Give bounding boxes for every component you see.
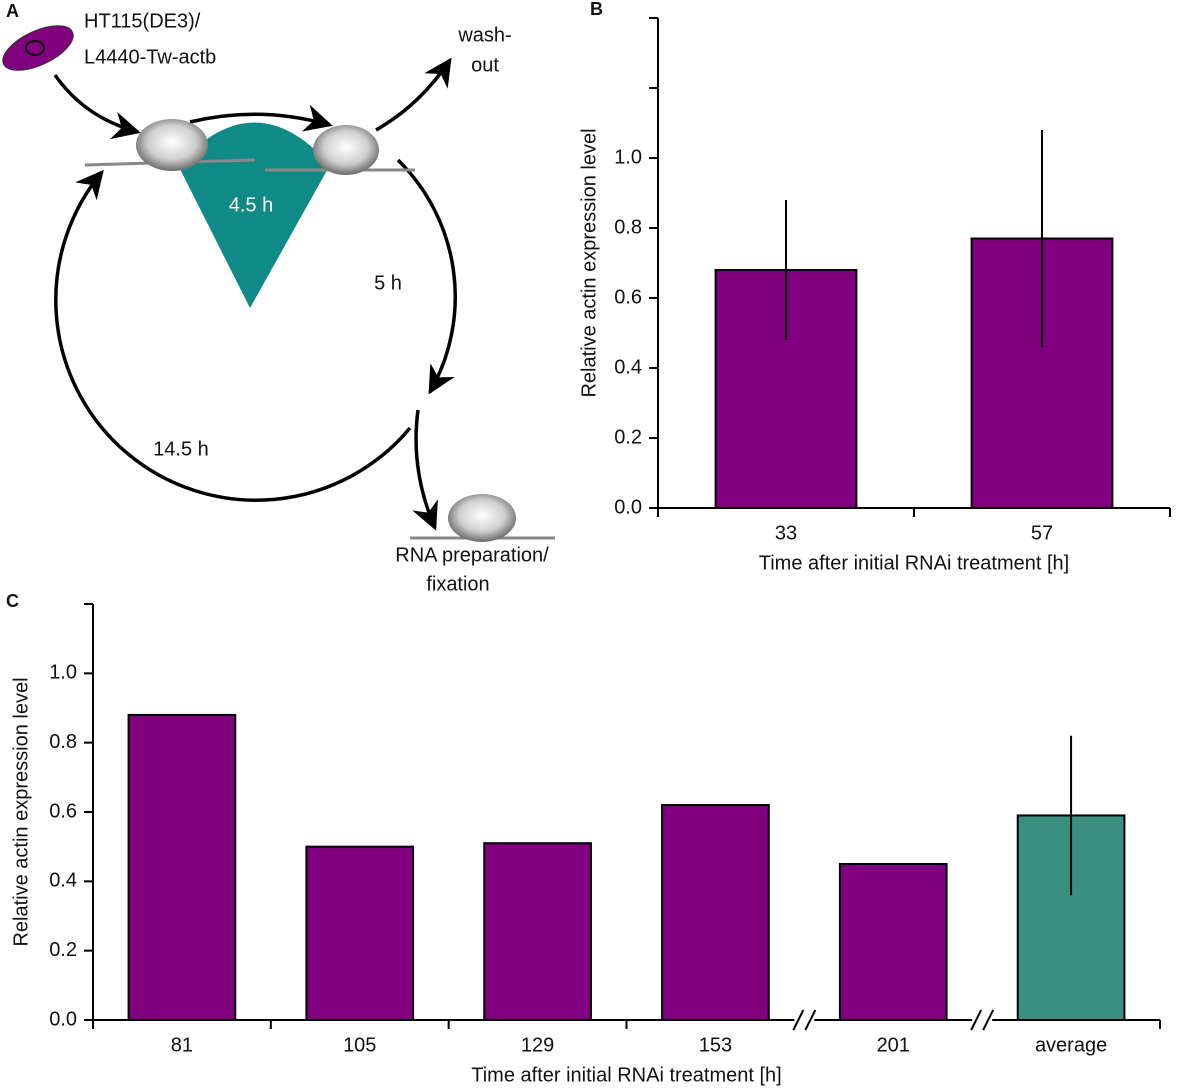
strain-label: HT115(DE3)/ bbox=[84, 10, 201, 32]
x-tick-label: 57 bbox=[1031, 522, 1053, 544]
panel-label: A bbox=[6, 1, 19, 21]
bar bbox=[661, 804, 770, 1021]
y-axis-title: Relative actin expression level bbox=[578, 128, 600, 397]
cell bbox=[84, 119, 256, 171]
x-tick-label: average bbox=[1035, 1034, 1107, 1056]
bar bbox=[305, 845, 415, 1022]
bar bbox=[970, 237, 1114, 509]
y-tick-label: 0.0 bbox=[49, 1008, 77, 1030]
washout-label: out bbox=[471, 54, 499, 76]
axis-break bbox=[970, 1009, 983, 1031]
y-tick-label: 0.4 bbox=[614, 356, 642, 378]
x-axis-title: Time after initial RNAi treatment [h] bbox=[471, 1064, 781, 1086]
cycle-arrows bbox=[53, 57, 457, 531]
x-tick-label: 33 bbox=[775, 522, 797, 544]
duration-label: 4.5 h bbox=[229, 194, 273, 216]
x-tick-label: 153 bbox=[699, 1034, 732, 1056]
x-tick-label: 129 bbox=[521, 1034, 554, 1056]
bar bbox=[483, 842, 592, 1022]
cell bbox=[410, 494, 555, 542]
panel-a: A HT115(DE3)/ L4440-Tw-actb wash- out 4.… bbox=[2, 1, 555, 595]
endpoint-label: fixation bbox=[426, 573, 489, 595]
endpoint-label: RNA preparation/ bbox=[395, 544, 549, 566]
panel-label: C bbox=[6, 591, 19, 611]
y-tick-label: 1.0 bbox=[614, 146, 642, 168]
x-tick-label: 81 bbox=[171, 1034, 193, 1056]
bar-chart: B 0.0 0.2 0.4 0.6 0.8 1.0 33 57 Time after initia… bbox=[578, 0, 1171, 574]
plasmid bbox=[25, 40, 45, 56]
duration-label: 14.5 h bbox=[153, 438, 209, 460]
x-axis-title: Time after initial RNAi treatment [h] bbox=[759, 552, 1069, 574]
y-tick-label: 0.4 bbox=[49, 870, 77, 892]
y-tick-label: 0.2 bbox=[614, 426, 642, 448]
y-axis-title: Relative actin expression level bbox=[10, 677, 32, 946]
y-tick-label: 0.6 bbox=[614, 286, 642, 308]
duration-label: 5 h bbox=[374, 272, 402, 294]
bar bbox=[127, 713, 237, 1022]
axis-break bbox=[804, 1009, 817, 1031]
x-tick-label: 201 bbox=[877, 1034, 910, 1056]
y-tick-label: 0.8 bbox=[49, 731, 77, 753]
strain-label: L4440-Tw-actb bbox=[84, 46, 216, 68]
x-tick-label: 105 bbox=[343, 1034, 376, 1056]
y-tick-label: 0.8 bbox=[614, 216, 642, 238]
panel-label: B bbox=[590, 0, 603, 19]
cell bbox=[265, 125, 415, 175]
washout-label: wash- bbox=[457, 24, 511, 46]
axis-break bbox=[792, 1009, 805, 1031]
y-tick-label: 0.0 bbox=[614, 496, 642, 518]
y-tick-label: 0.6 bbox=[49, 800, 77, 822]
bacterium bbox=[2, 25, 74, 71]
bar bbox=[838, 863, 948, 1021]
y-tick-label: 1.0 bbox=[49, 662, 77, 684]
y-tick-label: 0.2 bbox=[49, 939, 77, 961]
axis-break bbox=[982, 1009, 995, 1031]
bar-chart: C 0.0 0.2 0.4 0.6 0.8 1.0 81 105 129 153 201 average… bbox=[6, 591, 1161, 1086]
